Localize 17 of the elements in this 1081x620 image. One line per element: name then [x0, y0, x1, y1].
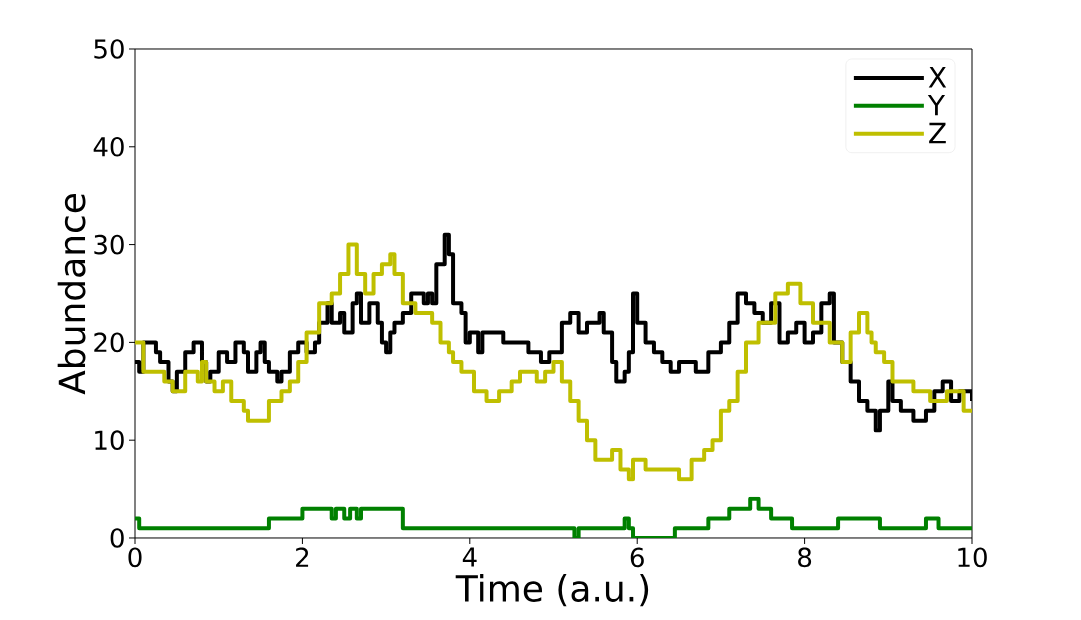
x-tick-label: 8: [798, 547, 812, 568]
x-tick-label: 2: [296, 547, 309, 567]
x-tick-label: 10: [958, 547, 987, 568]
y-tick-label: 30: [94, 234, 124, 255]
x-tick-label: 6: [630, 547, 644, 568]
x-axis-title: Time (a.u.): [455, 574, 649, 607]
legend-label: Y: [927, 94, 946, 116]
y-tick-label: 50: [94, 39, 124, 59]
y-tick-label: 10: [95, 430, 124, 451]
y-tick-label: 0: [110, 528, 124, 548]
x-tick-label: 4: [462, 547, 477, 567]
legend-label: X: [928, 66, 947, 88]
y-tick-label: 20: [94, 332, 124, 353]
y-tick-label: 40: [93, 136, 124, 157]
y-axis-title: Abundance: [57, 193, 86, 395]
legend-label: Z: [929, 122, 946, 144]
x-tick-label: 0: [128, 547, 142, 568]
